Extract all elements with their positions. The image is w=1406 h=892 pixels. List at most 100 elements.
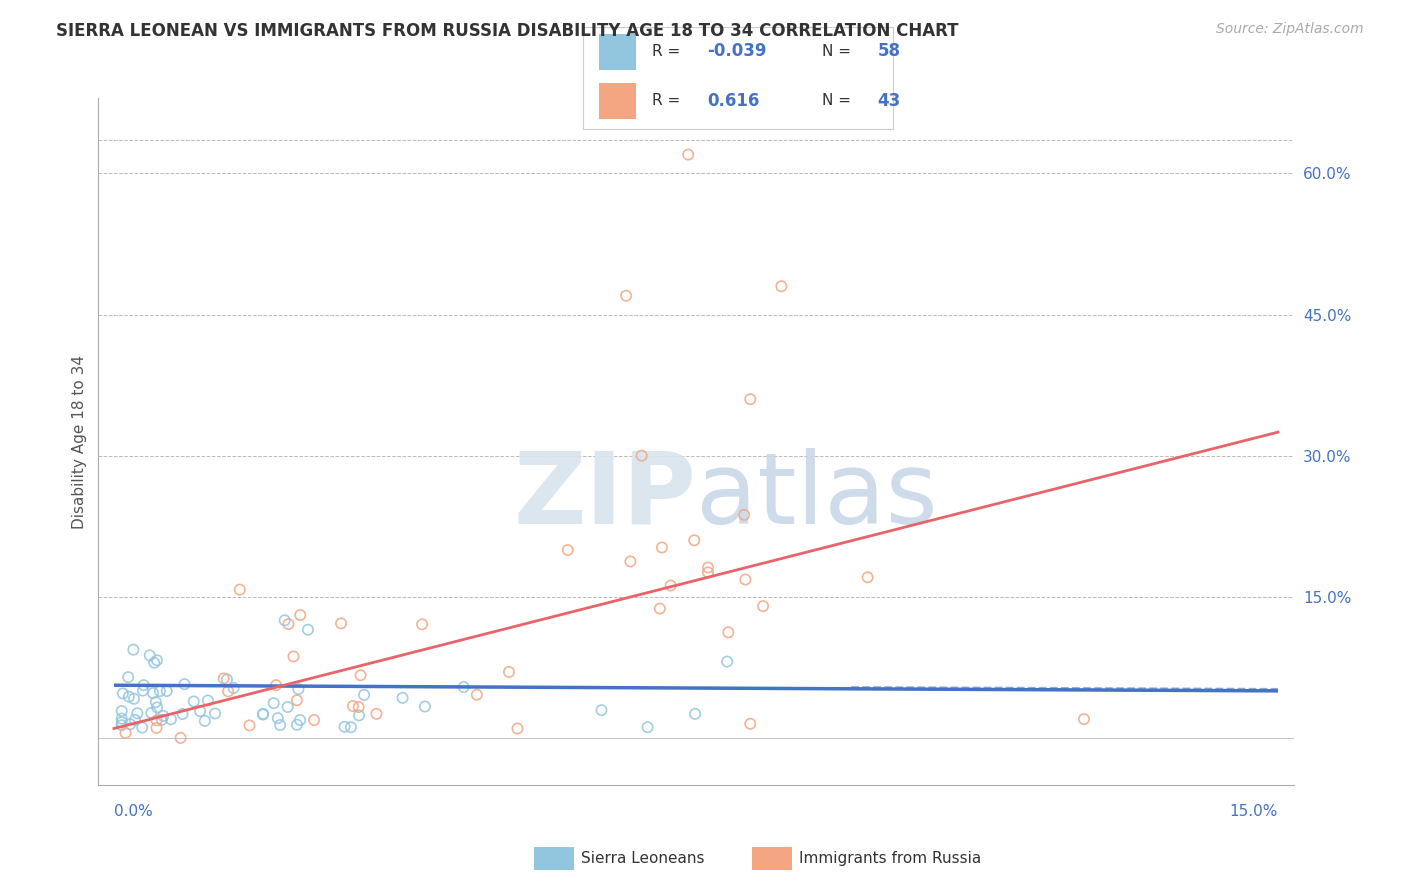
Point <box>366 706 388 721</box>
Point <box>285 693 308 707</box>
Text: N =: N = <box>821 93 851 108</box>
Point <box>740 392 762 407</box>
Point <box>683 706 706 721</box>
Point <box>591 703 613 717</box>
Point <box>506 722 529 736</box>
Text: R =: R = <box>651 44 679 59</box>
Point <box>498 665 520 679</box>
Point <box>111 686 134 700</box>
Point <box>333 720 356 734</box>
Point <box>651 541 673 555</box>
Point <box>740 716 762 731</box>
Point <box>217 684 239 698</box>
Point <box>716 655 738 669</box>
Point <box>283 649 305 664</box>
Text: 15.0%: 15.0% <box>1230 804 1278 819</box>
Point <box>349 668 371 682</box>
Point <box>131 721 153 735</box>
Point <box>197 693 219 707</box>
Point <box>229 582 252 597</box>
Point <box>752 599 775 613</box>
Point <box>683 533 706 548</box>
Point <box>152 709 174 723</box>
Point <box>145 695 167 709</box>
Point <box>340 720 363 734</box>
Point <box>146 653 169 667</box>
Point <box>277 617 299 632</box>
Point <box>143 656 166 670</box>
Point <box>697 566 720 580</box>
Point <box>676 147 699 161</box>
Point <box>127 706 149 721</box>
Point <box>146 700 169 714</box>
Y-axis label: Disability Age 18 to 34: Disability Age 18 to 34 <box>72 354 87 529</box>
Text: -0.039: -0.039 <box>707 43 766 61</box>
Point <box>353 688 375 702</box>
Text: 0.0%: 0.0% <box>114 804 153 819</box>
Point <box>302 713 325 727</box>
Point <box>145 714 167 728</box>
Point <box>453 680 475 694</box>
Text: Immigrants from Russia: Immigrants from Russia <box>799 852 981 866</box>
Point <box>117 670 139 684</box>
Point <box>413 699 436 714</box>
Text: atlas: atlas <box>696 448 938 545</box>
Text: ZIP: ZIP <box>513 448 696 545</box>
Point <box>149 684 172 698</box>
Text: 58: 58 <box>877 43 900 61</box>
Point <box>411 617 433 632</box>
Text: 0.616: 0.616 <box>707 92 759 110</box>
Point <box>145 721 167 735</box>
Point <box>770 279 793 293</box>
Point <box>111 704 134 718</box>
Point <box>287 682 309 697</box>
Text: N =: N = <box>821 44 851 59</box>
Point <box>290 607 312 622</box>
Point <box>330 616 353 631</box>
Point <box>637 720 659 734</box>
Point <box>120 717 142 731</box>
Point <box>697 560 720 574</box>
Point <box>124 713 146 727</box>
Point <box>252 707 274 722</box>
Point <box>150 713 173 727</box>
Point <box>204 706 226 721</box>
Point <box>1073 712 1095 726</box>
Text: R =: R = <box>651 93 679 108</box>
Point <box>122 691 145 706</box>
Point <box>269 718 291 732</box>
Point <box>212 672 235 686</box>
Point <box>122 642 145 657</box>
Text: SIERRA LEONEAN VS IMMIGRANTS FROM RUSSIA DISABILITY AGE 18 TO 34 CORRELATION CHA: SIERRA LEONEAN VS IMMIGRANTS FROM RUSSIA… <box>56 22 959 40</box>
Point <box>111 718 134 732</box>
Point <box>465 688 488 702</box>
Point <box>614 289 637 303</box>
Bar <box>599 83 636 119</box>
Point <box>132 683 155 698</box>
Point <box>734 573 756 587</box>
Point <box>215 673 238 687</box>
Point <box>169 731 191 745</box>
Text: Sierra Leoneans: Sierra Leoneans <box>581 852 704 866</box>
Point <box>619 554 641 568</box>
Point <box>277 700 299 714</box>
Point <box>141 706 163 720</box>
Point <box>238 718 260 732</box>
Point <box>118 690 141 704</box>
Point <box>273 613 295 627</box>
Point <box>264 678 287 692</box>
Point <box>156 684 179 698</box>
Point <box>856 570 879 584</box>
Text: Source: ZipAtlas.com: Source: ZipAtlas.com <box>1216 22 1364 37</box>
Point <box>717 625 740 640</box>
Point <box>342 698 364 713</box>
Point <box>285 718 308 732</box>
Point <box>659 578 682 592</box>
Point <box>297 623 319 637</box>
Point <box>733 508 755 522</box>
Point <box>222 681 245 695</box>
Bar <box>599 34 636 70</box>
Point <box>114 726 136 740</box>
Point <box>139 648 162 663</box>
Point <box>160 712 183 726</box>
